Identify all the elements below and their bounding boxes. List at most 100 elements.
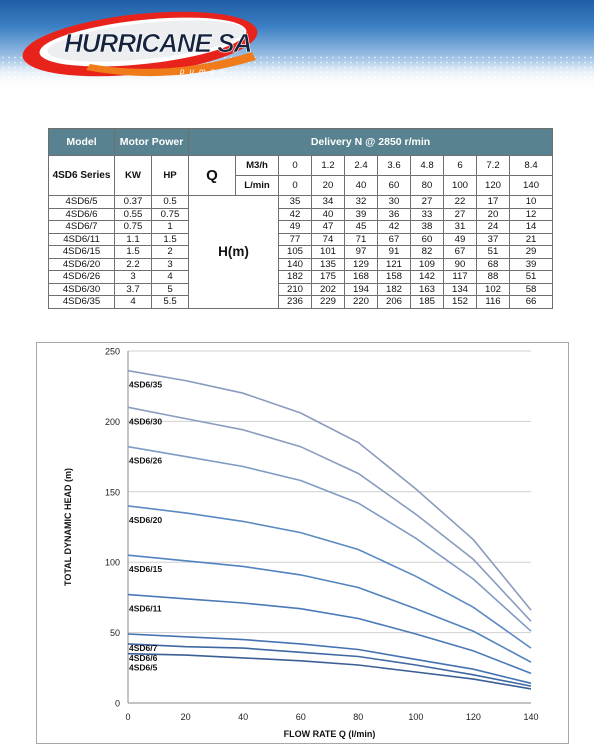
head-cell: 39 <box>344 207 378 221</box>
lmin-cell: 60 <box>377 175 411 196</box>
model-cell: 4SD6/6 <box>48 207 115 221</box>
kw-cell: 0.55 <box>114 207 152 221</box>
head-cell: 24 <box>476 220 510 234</box>
head-cell: 30 <box>377 195 411 209</box>
lmin-label: L/min <box>235 175 279 196</box>
head-cell: 39 <box>508 257 554 271</box>
head-cell: 67 <box>443 245 477 259</box>
head-cell: 51 <box>476 245 510 259</box>
series-line <box>127 554 532 663</box>
y-tick-label: 100 <box>105 558 120 568</box>
pump-curve-chart: 0 50 100 150 200 250 0 20 40 60 80 100 120 140 FLOW RA… <box>36 342 569 744</box>
head-cell: 90 <box>443 257 477 271</box>
header-banner: HURRICANE SA pumps <box>0 0 594 88</box>
head-cell: 37 <box>476 232 510 246</box>
head-cell: 194 <box>344 282 378 296</box>
x-tick-label: 100 <box>408 712 423 722</box>
head-cell: 175 <box>311 270 345 284</box>
head-cell: 67 <box>377 232 411 246</box>
x-tick-label: 80 <box>353 712 363 722</box>
kw-cell: 2.2 <box>114 257 152 271</box>
series-label: 4SD6/15 <box>129 564 162 574</box>
header-model: Model <box>48 128 115 156</box>
table-row: 4SD6/7 0.75 1 49 47 45 42 38 31 24 14 <box>48 220 554 234</box>
y-tick-label: 0 <box>115 699 120 709</box>
head-cell: 22 <box>443 195 477 209</box>
table-row: 4SD6/30 3.7 5 210 202 194 182 163 134 102 58 <box>48 282 554 296</box>
model-cell: 4SD6/26 <box>48 270 115 284</box>
series-line <box>127 369 532 611</box>
x-axis-title: FLOW RATE Q (l/min) <box>284 729 376 739</box>
head-cell: 135 <box>311 257 345 271</box>
series-label: 4SD6/26 <box>129 456 162 466</box>
head-cell: 101 <box>311 245 345 259</box>
head-cell: 42 <box>278 207 312 221</box>
head-cell: 97 <box>344 245 378 259</box>
x-tick-label: 120 <box>466 712 481 722</box>
m3h-cell: 4.8 <box>410 155 444 176</box>
series-label: 4SD6/30 <box>129 416 162 426</box>
series-label: 4SD6 Series <box>48 155 115 196</box>
hp-cell: 2 <box>151 245 189 259</box>
head-cell: 49 <box>443 232 477 246</box>
table-row: 4SD6/6 0.55 0.75 42 40 39 36 33 27 20 12 <box>48 207 554 221</box>
kw-cell: 3.7 <box>114 282 152 296</box>
head-cell: 17 <box>476 195 510 209</box>
head-label: H(m) <box>188 195 279 309</box>
head-cell: 152 <box>443 295 477 309</box>
series-label: 4SD6/11 <box>129 604 162 614</box>
head-cell: 77 <box>278 232 312 246</box>
series-line <box>127 505 532 649</box>
head-cell: 82 <box>410 245 444 259</box>
hp-cell: 0.5 <box>151 195 189 209</box>
head-cell: 66 <box>508 295 554 309</box>
model-cell: 4SD6/20 <box>48 257 115 271</box>
head-cell: 74 <box>311 232 345 246</box>
q-label: Q <box>188 155 236 196</box>
series-label: 4SD6/6 <box>129 653 158 663</box>
head-cell: 220 <box>344 295 378 309</box>
head-cell: 71 <box>344 232 378 246</box>
head-cell: 182 <box>377 282 411 296</box>
head-cell: 27 <box>410 195 444 209</box>
table-row: 4SD6/5 0.37 0.5 H(m) 35 34 32 30 27 22 17 10 <box>48 195 554 309</box>
m3h-cell: 1.2 <box>311 155 345 176</box>
y-tick-label: 200 <box>105 417 120 427</box>
head-cell: 236 <box>278 295 312 309</box>
series-label: 4SD6/7 <box>129 643 158 653</box>
head-cell: 116 <box>476 295 510 309</box>
head-cell: 129 <box>344 257 378 271</box>
head-cell: 134 <box>443 282 477 296</box>
table-row: 4SD6/20 2.2 3 140 135 129 121 109 90 68 39 <box>48 257 554 271</box>
model-cell: 4SD6/7 <box>48 220 115 234</box>
hp-cell: 5 <box>151 282 189 296</box>
series-line <box>127 593 532 675</box>
head-cell: 109 <box>410 257 444 271</box>
lmin-cell: 20 <box>311 175 345 196</box>
kw-cell: 0.75 <box>114 220 152 234</box>
head-cell: 12 <box>508 207 554 221</box>
model-cell: 4SD6/11 <box>48 232 115 246</box>
brand-name: HURRICANE SA <box>64 28 251 58</box>
head-cell: 60 <box>410 232 444 246</box>
head-cell: 182 <box>278 270 312 284</box>
x-tick-label: 20 <box>181 712 191 722</box>
head-cell: 40 <box>311 207 345 221</box>
head-cell: 102 <box>476 282 510 296</box>
table-body: 4SD6/5 0.37 0.5 H(m) 35 34 32 30 27 22 17 10 4SD6/6 0… <box>48 195 554 309</box>
head-cell: 158 <box>377 270 411 284</box>
head-cell: 27 <box>443 207 477 221</box>
head-cell: 206 <box>377 295 411 309</box>
series-line <box>127 652 532 690</box>
m3h-cell: 8.4 <box>508 155 554 176</box>
hp-cell: 1 <box>151 220 189 234</box>
hp-header: HP <box>151 155 189 196</box>
table-row: 4SD6/15 1.5 2 105 101 97 91 82 67 51 29 <box>48 245 554 259</box>
hp-cell: 0.75 <box>151 207 189 221</box>
m3h-cell: 6 <box>443 155 477 176</box>
head-cell: 163 <box>410 282 444 296</box>
lmin-cell: 100 <box>443 175 477 196</box>
series-label: 4SD6/35 <box>129 380 162 390</box>
series-label: 4SD6/5 <box>129 663 158 673</box>
head-cell: 34 <box>311 195 345 209</box>
